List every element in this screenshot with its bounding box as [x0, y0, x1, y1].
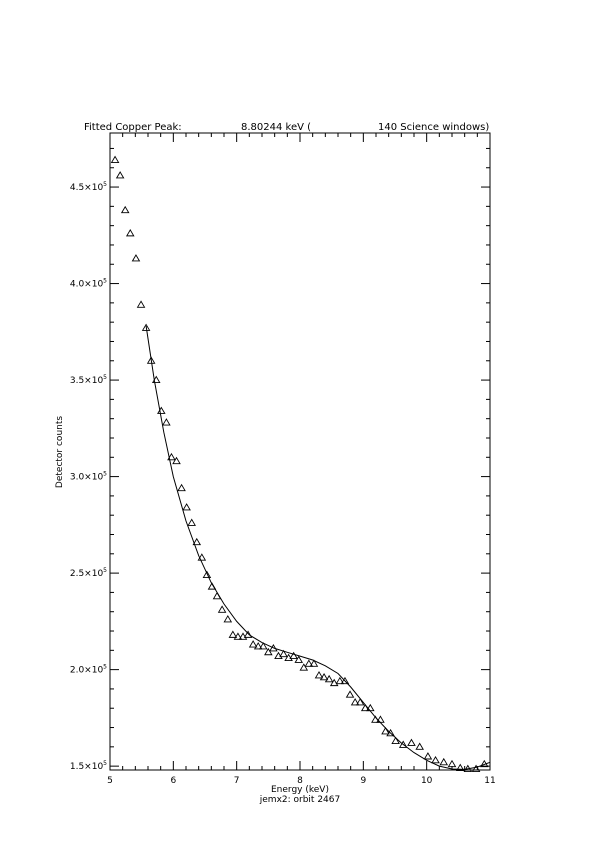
data-point: [340, 676, 350, 685]
data-point: [243, 630, 253, 638]
data-point: [248, 640, 258, 648]
data-point: [480, 759, 489, 768]
data-point: [366, 703, 375, 712]
data-point: [217, 605, 227, 613]
data-point: [289, 651, 298, 660]
data-point: [299, 663, 309, 671]
data-point: [386, 728, 395, 737]
data-point: [187, 518, 196, 526]
data-point: [471, 764, 481, 772]
chart-title-windows: 140 Science windows): [378, 122, 489, 133]
plot-frame: [109, 132, 491, 771]
chart-subtitle: jemx2: orbit 2467: [259, 795, 340, 805]
data-point: [177, 483, 186, 492]
data-point: [279, 649, 288, 658]
data-point: [223, 615, 233, 623]
data-point: [182, 503, 191, 511]
data-point: [415, 742, 424, 750]
data-point: [294, 655, 304, 663]
x-axis-ticks: 5 6 7 8 9 10 11: [107, 133, 496, 786]
data-point: [423, 752, 433, 760]
data-point: [447, 759, 457, 768]
data-point: [309, 659, 319, 667]
x-tick-label: 10: [421, 776, 433, 786]
chart-title-prefix: Fitted Copper Peak:: [84, 122, 182, 133]
data-point: [136, 300, 146, 308]
data-point: [233, 632, 243, 640]
fit-curve: [145, 325, 491, 770]
data-point: [360, 703, 370, 712]
data-point: [151, 375, 161, 384]
y-axis-label: Detector counts: [55, 416, 65, 488]
y-axis-ticks: 1.5×105 2.0×105 2.5×105 3.0×105 3.5×105 4.0×1…: [70, 147, 490, 772]
data-point: [314, 671, 324, 679]
data-point: [407, 738, 416, 746]
data-point: [350, 698, 360, 706]
data-points-layer: [110, 155, 489, 772]
data-point: [172, 456, 181, 465]
y-tick-label: 2.0×105: [70, 664, 107, 676]
data-point: [125, 228, 135, 237]
data-point: [439, 757, 449, 766]
x-tick-label: 6: [170, 776, 176, 786]
data-point: [131, 254, 141, 262]
data-point: [110, 155, 120, 163]
data-point: [115, 171, 125, 179]
data-point: [335, 676, 345, 685]
x-tick-label: 5: [107, 776, 113, 786]
data-point: [264, 647, 273, 656]
chart-title-energy: 8.80244 keV (: [241, 122, 311, 133]
data-point: [192, 537, 202, 546]
y-tick-label: 2.5×105: [70, 567, 107, 579]
x-tick-label: 8: [297, 776, 303, 786]
data-point: [162, 418, 171, 426]
data-point: [376, 715, 385, 723]
fit-curve-layer: [145, 325, 491, 770]
data-point: [228, 630, 238, 638]
data-point: [253, 642, 263, 650]
data-point: [212, 591, 222, 600]
data-point: [463, 764, 473, 772]
x-tick-label: 7: [234, 776, 240, 786]
data-point: [146, 356, 156, 364]
y-tick-label: 4.5×105: [70, 181, 107, 193]
x-tick-label: 11: [484, 776, 495, 786]
y-tick-label: 4.0×105: [70, 278, 107, 290]
data-point: [455, 763, 465, 772]
data-point: [431, 755, 440, 764]
data-point: [391, 736, 400, 744]
data-point: [167, 452, 176, 461]
data-point: [120, 205, 130, 214]
data-point: [304, 659, 314, 667]
data-point: [141, 323, 151, 331]
data-point: [398, 740, 408, 748]
data-point: [269, 643, 278, 652]
data-point: [345, 690, 355, 698]
data-point: [381, 727, 390, 735]
x-tick-label: 9: [360, 776, 366, 786]
data-point: [197, 553, 207, 561]
y-tick-label: 3.5×105: [70, 374, 107, 386]
data-point: [355, 698, 365, 706]
data-point: [258, 642, 268, 650]
data-point: [371, 715, 380, 723]
data-point: [202, 570, 212, 578]
data-point: [324, 674, 334, 683]
data-point: [329, 678, 339, 687]
data-point: [207, 582, 217, 590]
y-tick-label: 3.0×105: [70, 471, 107, 483]
data-point: [319, 672, 329, 681]
data-point: [157, 406, 166, 414]
y-tick-label: 1.5×105: [70, 760, 107, 772]
x-axis-label: Energy (keV): [271, 785, 329, 795]
